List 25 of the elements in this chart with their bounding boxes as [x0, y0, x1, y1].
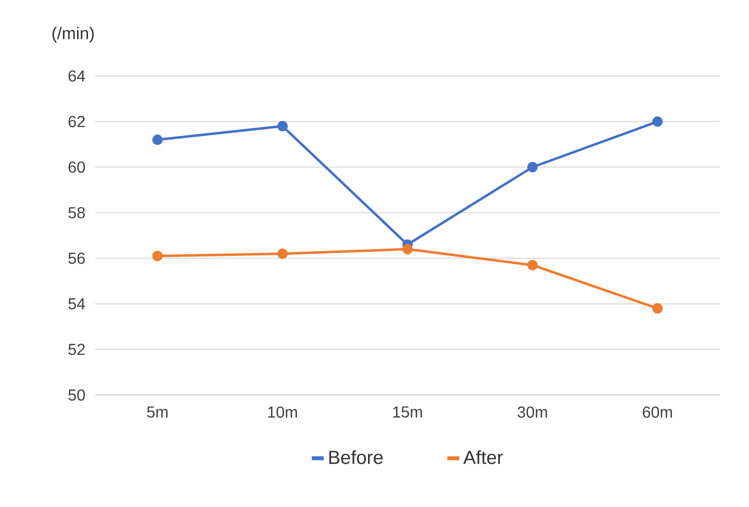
x-tick-label: 30m: [518, 406, 547, 418]
point: [527, 162, 538, 172]
point: [652, 303, 663, 314]
y-tick-label: 60: [68, 161, 85, 173]
y-axis-title: (/min): [52, 26, 94, 43]
x-tick-label: 15m: [393, 406, 422, 418]
y-tick-label: 50: [68, 389, 85, 401]
y-tick-label: 62: [68, 116, 85, 128]
point: [402, 244, 413, 254]
y-tick-label: 52: [68, 344, 85, 356]
point: [277, 120, 288, 132]
y-tick-label: 56: [68, 252, 85, 264]
point: [152, 134, 163, 146]
legend-label: After: [463, 450, 503, 464]
point: [652, 116, 663, 127]
legend-label: Before: [329, 450, 383, 464]
point: [527, 260, 538, 270]
point: [152, 250, 163, 262]
x-tick-label: 5m: [147, 406, 168, 418]
y-tick-label: 64: [68, 70, 86, 82]
x-tick-label: 10m: [268, 406, 297, 418]
point: [277, 248, 288, 259]
y-tick-label: 58: [68, 207, 85, 218]
x-tick-label: 60m: [642, 406, 672, 418]
y-tick-label: 54: [68, 298, 86, 310]
